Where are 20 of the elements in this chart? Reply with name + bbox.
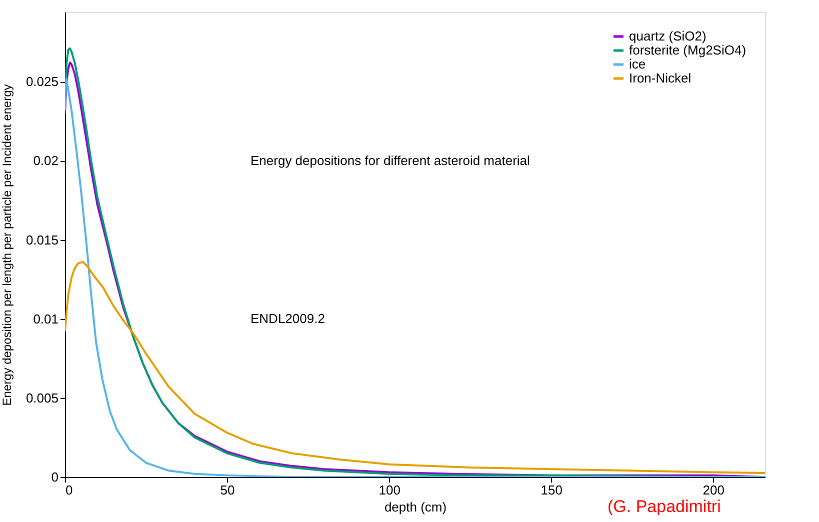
x-tick-label: 200 (702, 482, 724, 498)
legend-label: forsterite (Mg2SiO4) (629, 42, 746, 58)
y-tick-label: 0.015 (26, 232, 58, 248)
y-tick-label: 0.025 (26, 74, 58, 90)
line-series (65, 260, 765, 474)
annotation: ENDL2009.2 (250, 310, 325, 326)
legend-label: ice (629, 56, 646, 72)
x-axis-title: depth (cm) (384, 500, 447, 514)
x-tick-label: 0 (66, 482, 73, 498)
x-tick-label: 150 (540, 482, 562, 498)
legend-label: Iron-Nickel (629, 70, 692, 86)
y-axis-title: Energy deposition per length per particle per Incident energy (0, 84, 14, 406)
x-tick-label: 50 (220, 482, 235, 498)
legend-label: quartz (SiO2) (629, 28, 706, 44)
annotation: Energy depositions for different asteroid material (250, 152, 530, 168)
y-tick-label: 0.01 (33, 311, 58, 326)
x-tick-label: 100 (378, 482, 400, 498)
y-tick-label: 0 (51, 470, 58, 484)
y-tick-label: 0.02 (33, 153, 58, 168)
y-tick-label: 0.005 (26, 390, 58, 406)
